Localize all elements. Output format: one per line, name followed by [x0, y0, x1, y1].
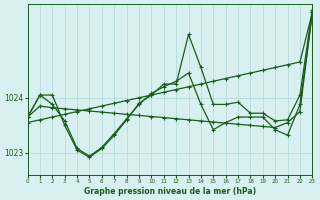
X-axis label: Graphe pression niveau de la mer (hPa): Graphe pression niveau de la mer (hPa): [84, 187, 256, 196]
